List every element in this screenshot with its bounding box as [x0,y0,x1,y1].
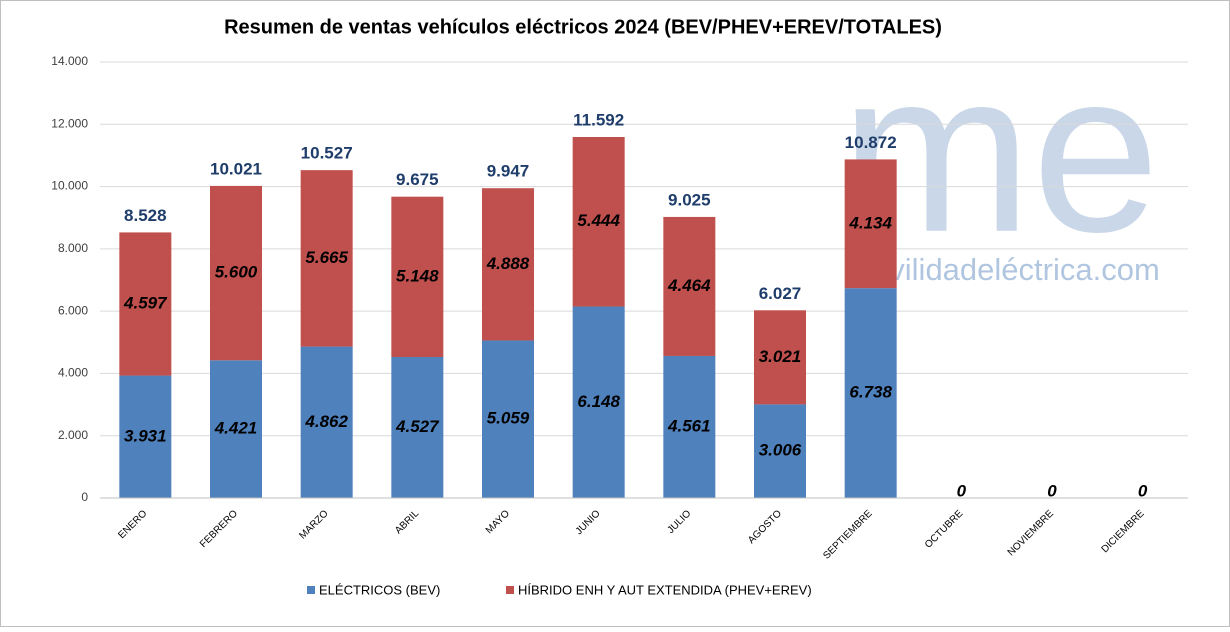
bar-segment [210,360,262,498]
y-tick-label: 6.000 [58,303,88,317]
legend-label: HÍBRIDO ENH Y AUT EXTENDIDA (PHEV+EREV) [518,582,812,597]
segment-label: 0 [957,481,967,500]
total-label: 10.872 [845,133,897,152]
total-label: 9.675 [396,170,439,189]
segment-label: 5.059 [487,409,530,428]
total-label: 6.027 [759,284,802,303]
segment-label: 4.464 [667,276,711,295]
bar-segment [210,185,262,361]
total-label: 11.592 [573,110,624,129]
segment-label: 3.931 [124,426,167,445]
segment-label: 4.527 [395,417,440,436]
bar-segment [754,404,806,498]
segment-label: 0 [1138,481,1148,500]
segment-label: 0 [1047,481,1057,500]
bar-segment [754,310,806,405]
chart-title: Resumen de ventas vehículos eléctricos 2… [224,16,942,38]
bar-segment [119,232,172,376]
segment-label: 4.597 [123,293,168,312]
legend-swatch [506,586,514,594]
segment-label: 5.600 [215,263,258,282]
segment-label: 4.134 [848,213,892,232]
bar-segment [572,306,625,498]
y-tick-label: 14.000 [51,54,88,68]
total-label: 10.021 [210,159,262,178]
y-tick-label: 2.000 [58,428,88,442]
segment-label: 4.862 [304,412,348,431]
total-label: 9.025 [668,190,711,209]
segment-label: 5.148 [396,266,439,285]
total-label: 8.528 [124,206,167,225]
bar-segment [300,170,353,347]
total-label: 9.947 [487,162,530,181]
y-tick-label: 0 [81,490,88,504]
bar-segment [482,188,534,341]
legend-swatch [307,586,315,594]
legend-label: ELÉCTRICOS (BEV) [319,582,440,597]
y-tick-label: 8.000 [58,241,88,255]
segment-label: 6.148 [577,392,620,411]
segment-label: 5.444 [577,211,620,230]
bar-segment [844,288,897,498]
y-tick-label: 4.000 [58,366,88,380]
bar-segment [663,216,716,356]
bar-segment [482,340,534,498]
segment-label: 4.561 [667,416,711,435]
segment-label: 3.006 [759,441,802,460]
watermark-text: movilidadeléctrica.com [846,252,1160,287]
y-tick-label: 10.000 [51,179,88,193]
bar-segment [391,196,444,358]
bar-segment [119,375,172,498]
total-label: 10.527 [301,144,353,163]
bar-segment [391,357,444,498]
bar-segment [844,159,897,289]
segment-label: 4.888 [486,254,530,273]
segment-label: 5.665 [305,248,348,267]
segment-label: 4.421 [214,419,258,438]
bar-segment [663,355,716,498]
segment-label: 6.738 [849,383,892,402]
y-tick-label: 12.000 [51,116,88,130]
segment-label: 3.021 [759,347,802,366]
bar-segment [572,136,625,307]
bar-segment [300,346,353,498]
